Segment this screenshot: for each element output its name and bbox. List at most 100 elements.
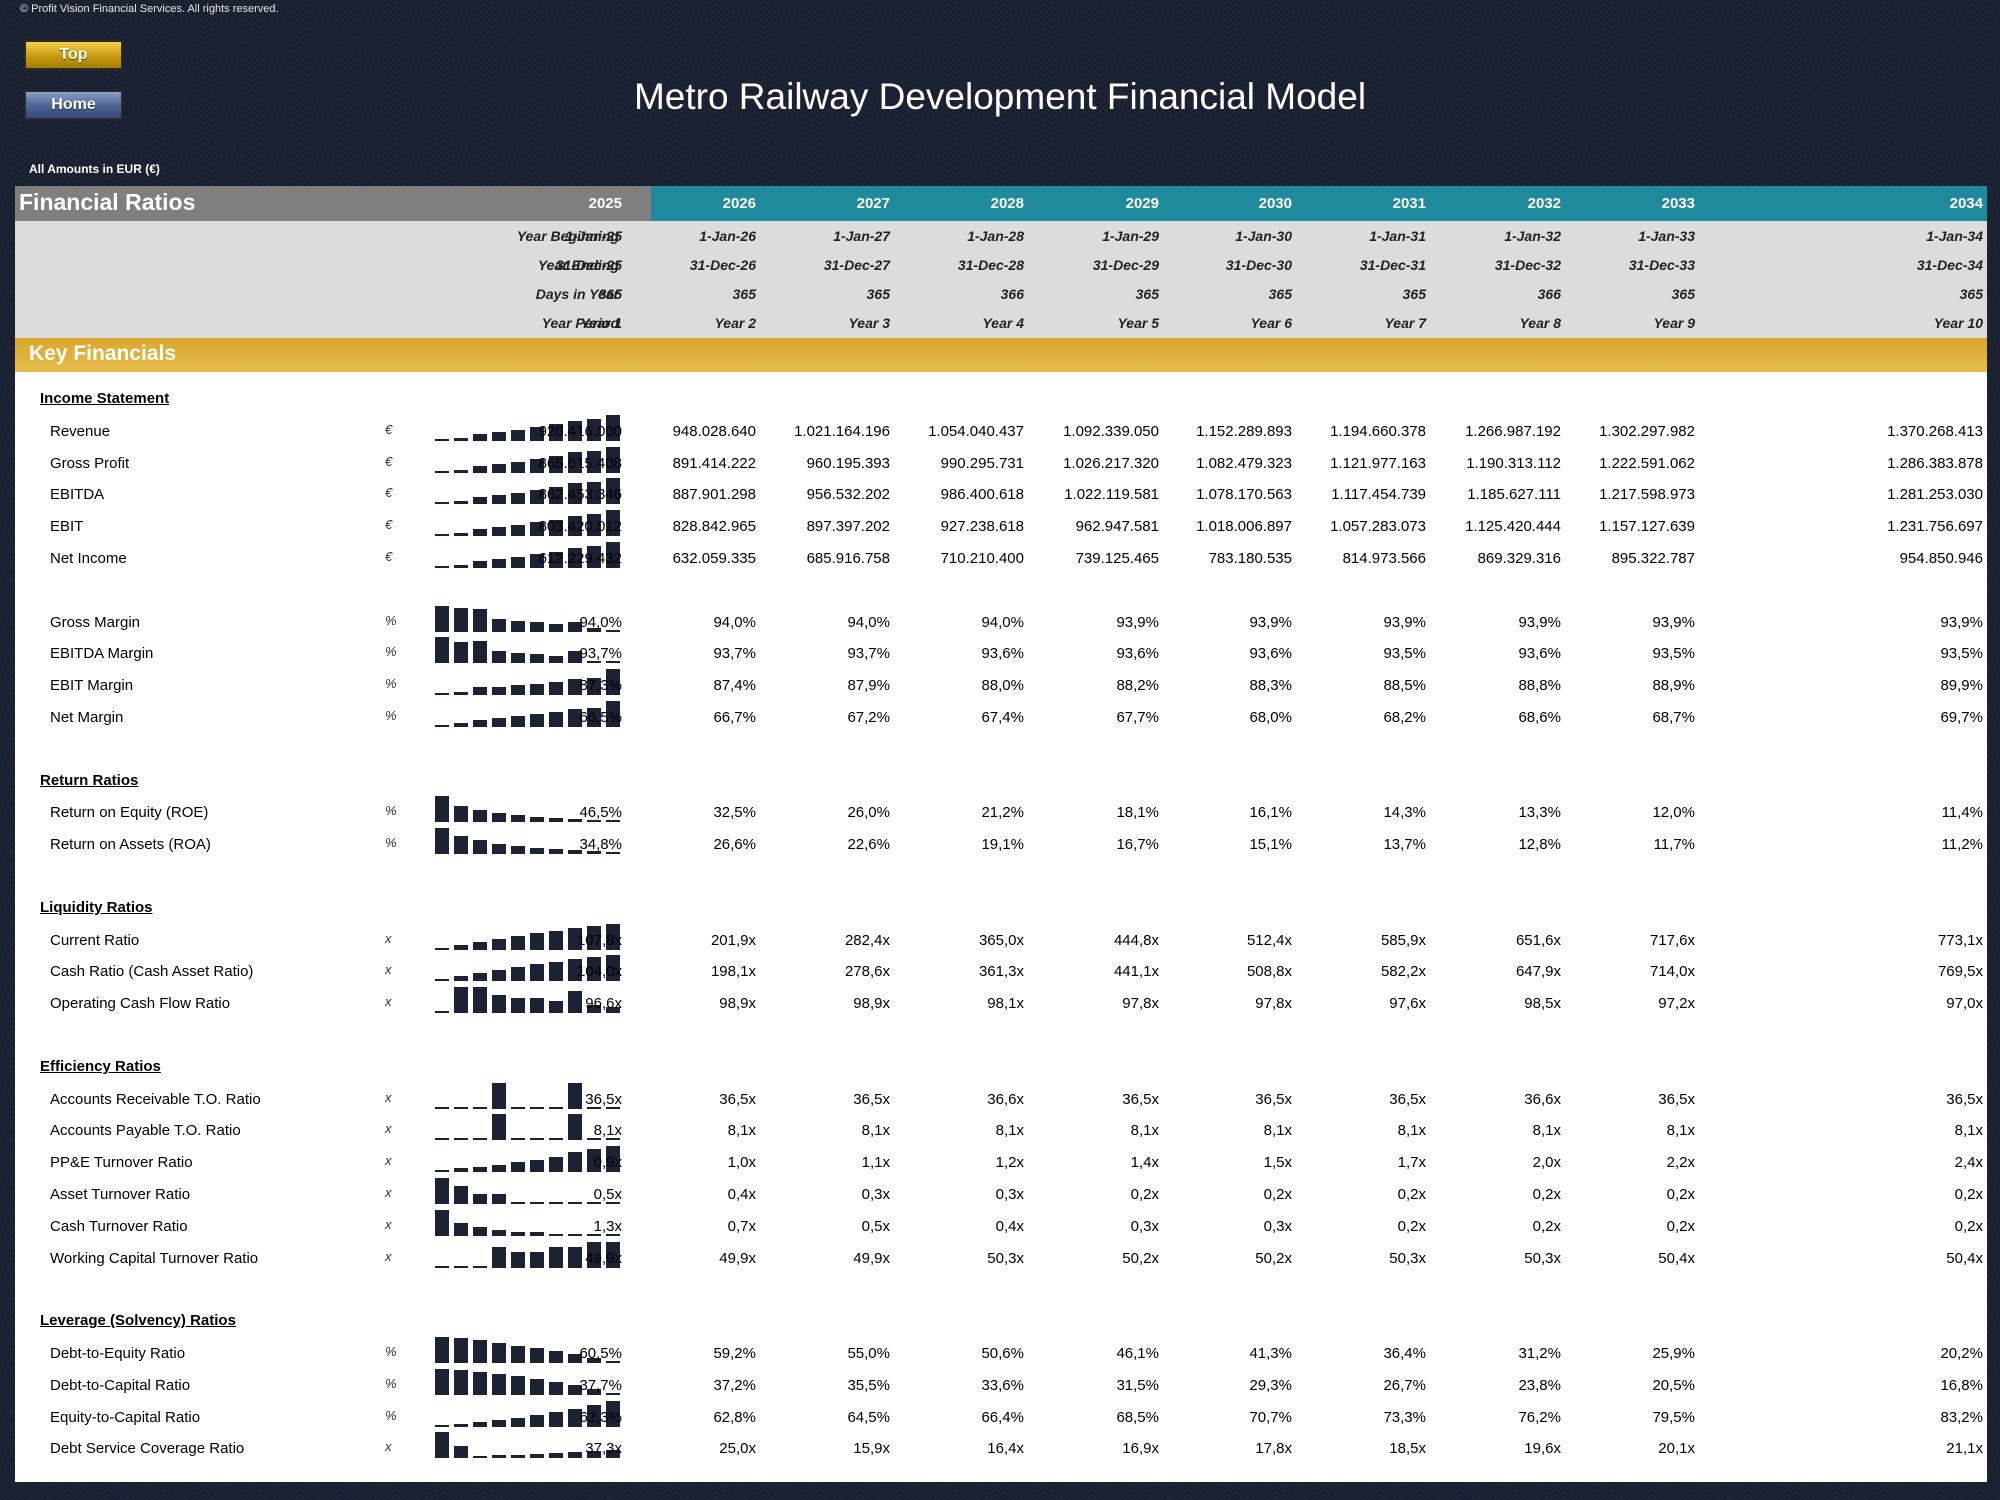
sparkline-bar bbox=[511, 936, 525, 950]
value-cell: 769,5x bbox=[1937, 963, 1983, 980]
sparkline-bar bbox=[587, 1242, 601, 1268]
year-info-value: 31-Dec-33 bbox=[1628, 257, 1695, 273]
value-cell: 79,5% bbox=[1652, 1409, 1695, 1426]
year-header: 2028 bbox=[990, 195, 1024, 212]
value-cell: 97,8x bbox=[1255, 995, 1292, 1012]
year-info-value: 31-Dec-26 bbox=[689, 257, 756, 273]
row-label: Cash Turnover Ratio bbox=[50, 1218, 188, 1235]
sparkline-bar bbox=[530, 964, 544, 981]
row-label: Cash Ratio (Cash Asset Ratio) bbox=[50, 963, 254, 980]
sparkline-bar bbox=[492, 559, 506, 568]
sparkline-bar bbox=[587, 451, 601, 473]
sparkline-bar bbox=[568, 1114, 582, 1140]
sparkline-bar bbox=[473, 434, 487, 441]
value-cell: 88,2% bbox=[1116, 677, 1159, 694]
value-cell: 97,0x bbox=[1946, 995, 1983, 1012]
value-cell: 1,1x bbox=[861, 1154, 890, 1171]
unit-symbol: € bbox=[385, 485, 393, 500]
value-cell: 36,5x bbox=[1255, 1091, 1292, 1108]
sparkline-bar bbox=[511, 1107, 525, 1109]
value-cell: 1.157.127.639 bbox=[1599, 518, 1695, 535]
sparkline-bar bbox=[492, 1343, 506, 1363]
value-cell: 31,2% bbox=[1518, 1345, 1561, 1362]
year-info-value: 1-Jan-26 bbox=[699, 228, 756, 244]
value-cell: 2,4x bbox=[1954, 1154, 1983, 1171]
sparkline bbox=[435, 667, 625, 695]
sparkline-bar bbox=[549, 487, 563, 504]
key-financials-band: Key Financials bbox=[15, 338, 1987, 372]
value-cell: 0,9x bbox=[593, 1154, 622, 1171]
value-cell: 783.180.535 bbox=[1208, 550, 1292, 567]
value-cell: 67,2% bbox=[847, 709, 890, 726]
value-cell: 67,4% bbox=[981, 709, 1024, 726]
sparkline-bar bbox=[454, 533, 468, 536]
value-cell: 50,3x bbox=[1389, 1250, 1426, 1267]
value-cell: 37,3x bbox=[585, 1440, 622, 1457]
value-cell: 0,5x bbox=[593, 1186, 622, 1203]
year-info-value: 31-Dec-34 bbox=[1916, 257, 1983, 273]
sparkline-bar bbox=[454, 1446, 468, 1458]
row-label: Return on Equity (ROE) bbox=[50, 804, 209, 821]
value-cell: 69,7% bbox=[1940, 709, 1983, 726]
sparkline-bar bbox=[549, 1234, 563, 1236]
year-info-value: Year 7 bbox=[1384, 315, 1426, 331]
sparkline-bar bbox=[435, 1138, 449, 1140]
value-cell: 16,1% bbox=[1249, 804, 1292, 821]
value-cell: 25,0x bbox=[719, 1440, 756, 1457]
row-label: EBITDA bbox=[50, 486, 105, 503]
home-button[interactable]: Home bbox=[24, 90, 123, 120]
value-cell: 0,3x bbox=[1263, 1218, 1292, 1235]
value-cell: 21,1x bbox=[1946, 1440, 1983, 1457]
sparkline-bar bbox=[473, 609, 487, 632]
sparkline-bar bbox=[530, 622, 544, 632]
sparkline-bar bbox=[606, 701, 620, 727]
year-info-value: 1-Jan-29 bbox=[1102, 228, 1159, 244]
value-cell: 1.302.297.982 bbox=[1599, 423, 1695, 440]
sparkline-bar bbox=[568, 709, 582, 727]
sparkline-bar bbox=[454, 1424, 468, 1427]
value-cell: 49,9x bbox=[585, 1250, 622, 1267]
top-button[interactable]: Top bbox=[24, 40, 123, 70]
value-cell: 60,5% bbox=[579, 1345, 622, 1362]
section-heading: Leverage (Solvency) Ratios bbox=[40, 1312, 236, 1329]
value-cell: 0,4x bbox=[727, 1186, 756, 1203]
row-label: Equity-to-Capital Ratio bbox=[50, 1409, 201, 1426]
sparkline-bar bbox=[454, 723, 468, 727]
sparkline-bar bbox=[587, 419, 601, 441]
value-cell: 93,6% bbox=[981, 645, 1024, 662]
sparkline-bar bbox=[606, 1138, 620, 1140]
value-cell: 8,1x bbox=[1666, 1122, 1695, 1139]
sparkline-bar bbox=[473, 1456, 487, 1458]
value-cell: 1.231.756.697 bbox=[1887, 518, 1983, 535]
sparkline-bar bbox=[435, 606, 449, 632]
sparkline-bar bbox=[473, 1194, 487, 1204]
sparkline-bar bbox=[549, 931, 563, 950]
sparkline-bar bbox=[530, 490, 544, 504]
year-info-value: 1-Jan-27 bbox=[833, 228, 890, 244]
value-cell: 93,5% bbox=[1383, 645, 1426, 662]
sparkline-bar bbox=[606, 415, 620, 441]
sparkline-bar bbox=[549, 656, 563, 663]
sparkline-bar bbox=[435, 1107, 449, 1109]
sparkline-bar bbox=[606, 1202, 620, 1204]
year-info-value: 365 bbox=[1959, 286, 1983, 302]
sparkline-bar bbox=[435, 1266, 449, 1268]
value-cell: 50,3x bbox=[987, 1250, 1024, 1267]
sparkline-bar bbox=[454, 642, 468, 663]
value-cell: 64,5% bbox=[847, 1409, 890, 1426]
year-info-value: 1-Jan-25 bbox=[565, 228, 622, 244]
sparkline-bar bbox=[492, 1194, 506, 1204]
sparkline bbox=[435, 604, 625, 632]
sparkline-bar bbox=[473, 1372, 487, 1395]
sparkline-bar bbox=[511, 525, 525, 536]
sparkline-bar bbox=[549, 1382, 563, 1395]
sparkline-bar bbox=[473, 720, 487, 727]
sparkline-bar bbox=[454, 1338, 468, 1363]
sparkline-bar bbox=[511, 1232, 525, 1236]
value-cell: 29,3% bbox=[1249, 1377, 1292, 1394]
sparkline-bar bbox=[568, 548, 582, 568]
sparkline-bar bbox=[549, 424, 563, 441]
sparkline-bar bbox=[435, 1337, 449, 1363]
sparkline-bar bbox=[492, 1247, 506, 1268]
sparkline bbox=[435, 476, 625, 504]
